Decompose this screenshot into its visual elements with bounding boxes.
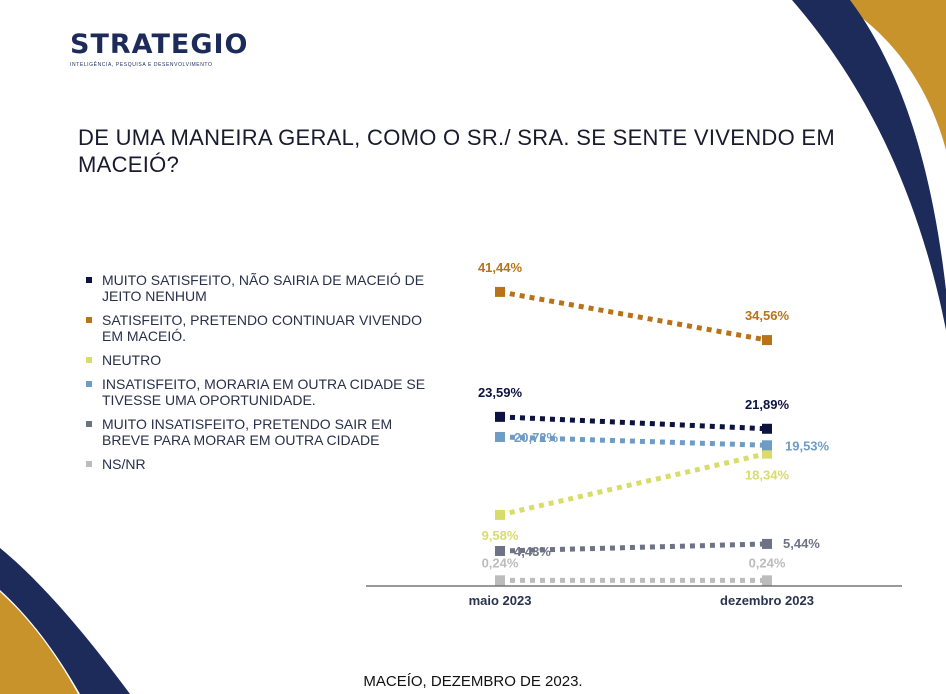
data-label: 20,72% [514, 430, 559, 445]
data-label: 19,53% [785, 438, 830, 453]
data-label: 0,24% [749, 555, 786, 570]
data-label: 18,34% [745, 468, 790, 483]
series-line [499, 451, 768, 518]
data-point-marker [762, 423, 772, 434]
legend-label: MUITO INSATISFEITO, PRETENDO SAIR EM BRE… [102, 416, 393, 448]
bottom-left-gold-swoosh [0, 592, 78, 694]
legend-label: MUITO SATISFEITO, NÃO SAIRIA DE MACEIÓ D… [102, 272, 425, 304]
logo-wordmark: STRATEGIO [70, 29, 249, 60]
legend-label: INSATISFEITO, MORARIA EM OUTRA CIDADE SE… [102, 376, 426, 408]
legend-swatch [86, 357, 92, 363]
x-tick-label: maio 2023 [469, 593, 532, 608]
data-label: 4,43% [514, 544, 551, 559]
x-tick-label: dezembro 2023 [720, 593, 814, 608]
data-point-marker [762, 575, 772, 586]
legend-item: SATISFEITO, PRETENDO CONTINUAR VIVENDO E… [86, 312, 426, 344]
data-label: 9,58% [482, 528, 519, 543]
series-line [499, 434, 768, 448]
logo: STRATEGIO INTELIGÊNCIA, PESQUISA E DESEN… [70, 29, 249, 69]
data-point-marker [495, 575, 505, 586]
data-point-marker [495, 509, 505, 520]
data-point-marker [495, 286, 505, 297]
legend-label: NS/NR [102, 456, 146, 472]
footer-text: MACEÍO, DEZEMBRO DE 2023. [363, 673, 583, 690]
data-point-marker [495, 545, 505, 556]
data-point-marker [762, 448, 772, 459]
legend-swatch [86, 461, 92, 467]
logo-tagline: INTELIGÊNCIA, PESQUISA E DESENVOLVIMENTO [70, 62, 213, 68]
legend-label: NEUTRO [102, 352, 162, 368]
legend-item: INSATISFEITO, MORARIA EM OUTRA CIDADE SE… [86, 376, 426, 408]
data-point-marker [762, 440, 772, 451]
legend-swatch [86, 277, 92, 283]
series-line [499, 541, 768, 554]
data-point-marker [762, 335, 772, 346]
chart-legend: MUITO SATISFEITO, NÃO SAIRIA DE MACEIÓ D… [86, 272, 426, 480]
data-label: 5,44% [783, 536, 820, 551]
legend-swatch [86, 421, 92, 427]
bottom-left-navy-swoosh [0, 548, 130, 694]
top-right-navy-swoosh [792, 0, 946, 330]
legend-swatch [86, 381, 92, 387]
data-label: 34,56% [745, 308, 790, 323]
series-line [499, 289, 768, 343]
data-point-marker [762, 538, 772, 549]
series-line [499, 414, 768, 432]
legend-label: SATISFEITO, PRETENDO CONTINUAR VIVENDO E… [102, 312, 422, 344]
legend-item: MUITO SATISFEITO, NÃO SAIRIA DE MACEIÓ D… [86, 272, 426, 304]
legend-item: NS/NR [86, 456, 426, 472]
data-label: 0,24% [482, 555, 519, 570]
top-right-gold-swoosh [836, 0, 946, 150]
legend-item: NEUTRO [86, 352, 426, 368]
data-label: 21,89% [745, 397, 790, 412]
page-title: DE UMA MANEIRA GERAL, COMO O SR./ SRA. S… [78, 125, 835, 177]
footer: MACEÍO, DEZEMBRO DE 2023. [0, 673, 946, 690]
legend-swatch [86, 317, 92, 323]
data-point-marker [495, 431, 505, 442]
legend-item: MUITO INSATISFEITO, PRETENDO SAIR EM BRE… [86, 416, 426, 448]
data-label: 23,59% [478, 385, 523, 400]
data-point-marker [495, 411, 505, 422]
data-label: 41,44% [478, 260, 523, 275]
